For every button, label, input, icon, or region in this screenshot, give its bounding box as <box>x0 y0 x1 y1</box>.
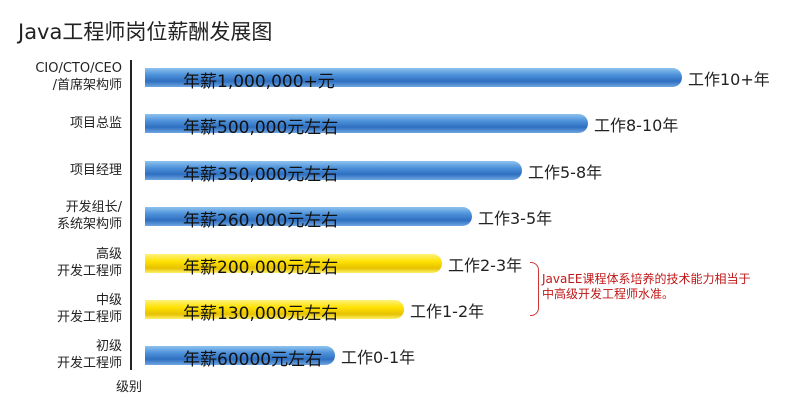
salary-label: 年薪60000元左右 <box>183 349 323 370</box>
category-label: 开发组长/ 系统架构师 <box>56 200 122 232</box>
salary-label: 年薪260,000元左右 <box>183 210 339 231</box>
bar: 年薪350,000元左右 <box>145 160 522 185</box>
experience-label: 工作2-3年 <box>448 256 523 275</box>
experience-label: 工作5-8年 <box>528 163 603 182</box>
annotation-brace <box>530 262 539 316</box>
axis-label: 级别 <box>116 380 143 395</box>
bar: 年薪500,000元左右 <box>145 113 588 138</box>
salary-label: 年薪130,000元左右 <box>183 303 339 324</box>
category-label: 项目总监 <box>69 115 122 131</box>
experience-label: 工作8-10年 <box>594 116 679 135</box>
chart-title: Java工程师岗位薪酬发展图 <box>18 20 273 44</box>
category-label: CIO/CTO/CEO /首席架构师 <box>35 61 122 93</box>
salary-label: 年薪350,000元左右 <box>183 164 339 185</box>
y-axis-line <box>130 60 132 370</box>
experience-label: 工作3-5年 <box>478 209 553 228</box>
salary-label: 年薪500,000元左右 <box>183 117 339 138</box>
experience-label: 工作1-2年 <box>410 302 485 321</box>
bar: 年薪1,000,000+元 <box>145 67 682 92</box>
bar: 年薪60000元左右 <box>145 345 335 370</box>
category-label: 项目经理 <box>69 162 122 178</box>
category-label: 初级 开发工程师 <box>56 339 122 371</box>
experience-label: 工作10+年 <box>688 70 770 89</box>
experience-label: 工作0-1年 <box>341 348 416 367</box>
salary-label: 年薪1,000,000+元 <box>183 71 335 92</box>
salary-label: 年薪200,000元左右 <box>183 257 339 278</box>
bar: 年薪260,000元左右 <box>145 206 472 231</box>
bar: 年薪200,000元左右 <box>145 253 442 278</box>
annotation-text: JavaEE课程体系培养的技术能力相当于 中高级开发工程师水准。 <box>542 272 751 301</box>
category-label: 高级 开发工程师 <box>56 247 122 279</box>
category-label: 中级 开发工程师 <box>56 293 122 325</box>
bar: 年薪130,000元左右 <box>145 299 404 324</box>
